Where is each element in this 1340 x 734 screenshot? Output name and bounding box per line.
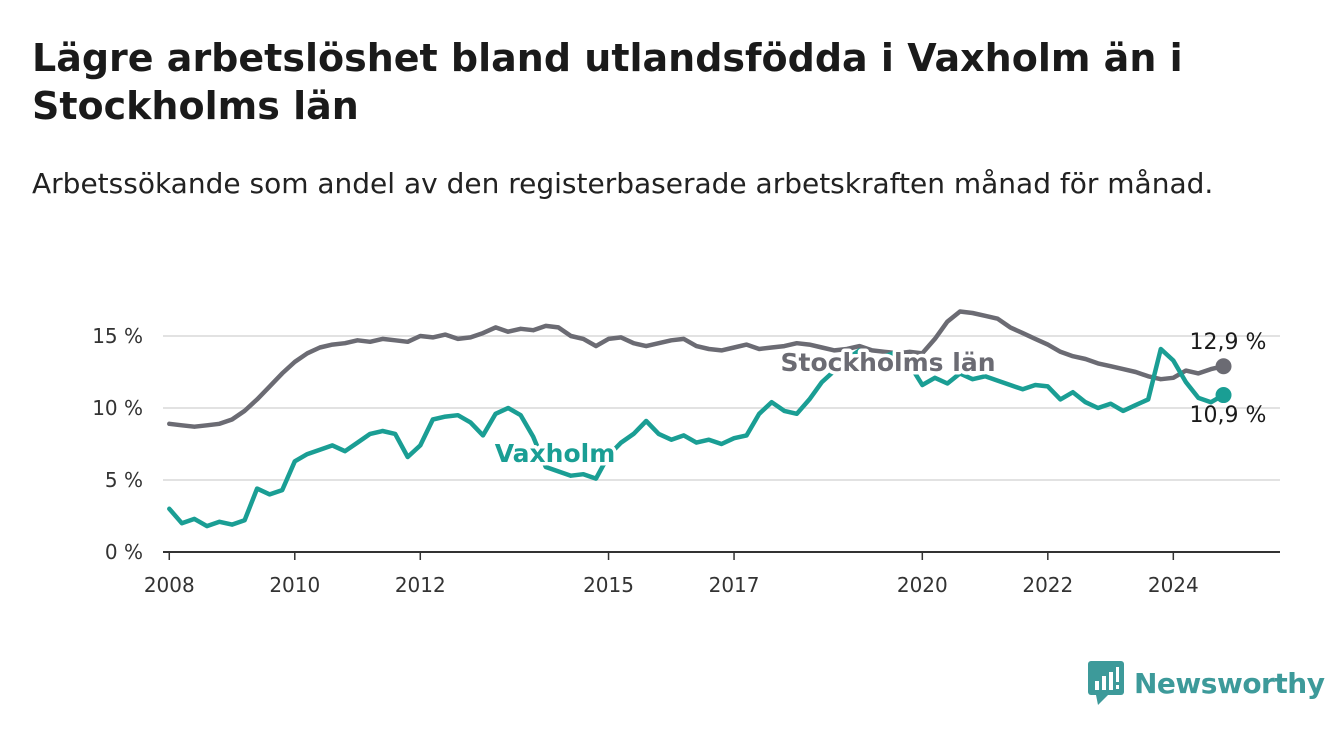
series-end-point-0 xyxy=(1215,358,1232,375)
chart-title: Lägre arbetslöshet bland utlandsfödda i … xyxy=(32,36,1183,128)
newsworthy-logo-icon xyxy=(1088,661,1124,705)
y-axis: 0 % 5 % 10 % 15 % xyxy=(92,324,143,564)
series-labels: Stockholms län Vaxholm 12,9 % 10,9 % xyxy=(491,330,1267,472)
gridlines xyxy=(163,335,1280,481)
x-tick-label: 2015 xyxy=(583,573,634,597)
y-tick-label: 10 % xyxy=(92,396,143,420)
x-tick-label: 2008 xyxy=(144,573,195,597)
series-label-stockholms-lan: Stockholms län xyxy=(781,348,996,377)
series-label-vaxholm: Vaxholm xyxy=(495,439,616,468)
x-tick-label: 2024 xyxy=(1148,573,1199,597)
y-tick-label: 0 % xyxy=(105,540,143,564)
series-end-point-1 xyxy=(1215,387,1232,404)
x-tick-label: 2012 xyxy=(395,573,446,597)
newsworthy-brand: Newsworthy xyxy=(1088,660,1325,706)
end-label-stockholms-lan: 12,9 % xyxy=(1190,330,1267,355)
x-tick-label: 2010 xyxy=(269,573,320,597)
series-line-0 xyxy=(167,309,1226,429)
x-tick-label: 2017 xyxy=(709,573,760,597)
x-tick-label: 2022 xyxy=(1022,573,1073,597)
series-line-1 xyxy=(167,346,1226,529)
end-label-vaxholm: 10,9 % xyxy=(1190,403,1267,428)
series-lines xyxy=(167,309,1232,529)
y-tick-label: 5 % xyxy=(105,468,143,492)
x-tick-label: 2020 xyxy=(897,573,948,597)
chart-subtitle: Arbetssökande som andel av den registerb… xyxy=(32,167,1214,200)
x-axis: 2008 2010 2012 2015 2017 2020 2022 2024 xyxy=(144,551,1280,597)
y-tick-label: 15 % xyxy=(92,324,143,348)
brand-name: Newsworthy xyxy=(1134,666,1325,700)
